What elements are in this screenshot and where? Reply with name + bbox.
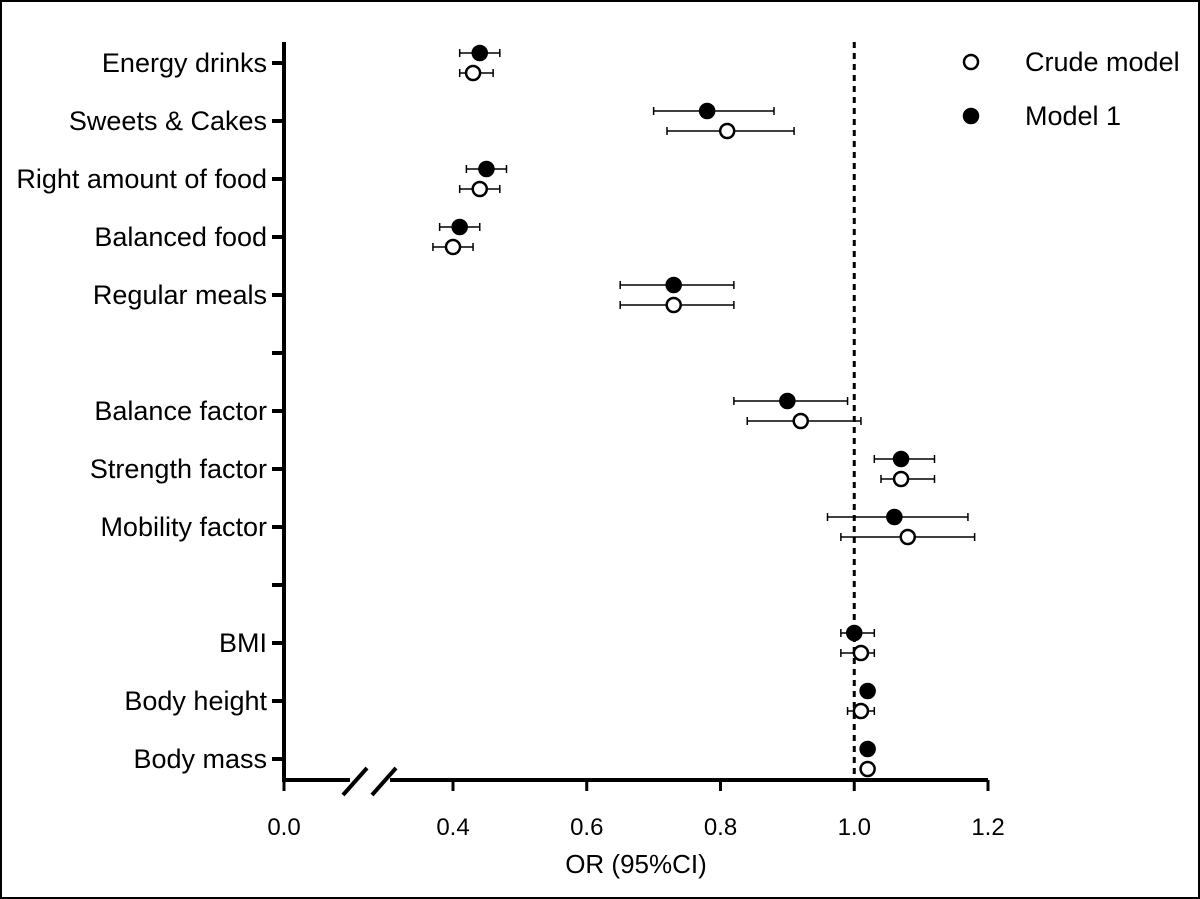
row-label: Balance factor [94, 396, 267, 426]
crude-estimate [840, 528, 976, 546]
crude-point [859, 760, 876, 778]
model1-estimate [826, 508, 969, 526]
model1-point [471, 44, 488, 62]
model1-point [859, 740, 876, 758]
x-tick-label: 0.0 [267, 814, 300, 841]
legend-model-1: Model 1 [962, 101, 1121, 131]
crude-estimate [859, 760, 876, 778]
legend-model-1-marker [962, 107, 980, 125]
legend-crude-model-label: Crude model [1025, 47, 1180, 77]
crude-point [899, 528, 916, 546]
model1-point [451, 218, 468, 236]
model1-estimate [859, 682, 876, 700]
model1-point [892, 450, 910, 468]
x-tick-label: 0.8 [704, 814, 737, 841]
crude-estimate [880, 470, 936, 488]
x-tick-label: 0.4 [436, 814, 469, 841]
axis-break-marks [341, 766, 398, 797]
axis-break-slash [341, 766, 369, 797]
model1-estimate [859, 740, 876, 758]
crude-estimate [458, 64, 494, 82]
row-label: Regular meals [93, 280, 267, 310]
legend-model-1-label: Model 1 [1025, 101, 1121, 131]
crude-estimate [846, 702, 876, 720]
crude-estimate [432, 238, 474, 256]
model1-point [478, 160, 495, 178]
model1-estimate [619, 276, 735, 294]
crude-point [892, 470, 910, 488]
model1-estimate [465, 160, 508, 178]
crude-estimate [840, 644, 876, 662]
model1-point [698, 102, 716, 120]
model1-point [859, 682, 876, 700]
crude-point [852, 702, 870, 720]
crude-estimate [458, 180, 501, 198]
crude-point [471, 180, 488, 198]
model1-point [665, 276, 682, 294]
crude-estimate [746, 412, 862, 430]
model1-estimate [840, 624, 876, 642]
crude-point [665, 296, 682, 314]
row-label: Body mass [133, 744, 267, 774]
row-label: Strength factor [90, 454, 267, 484]
row-label: Balanced food [94, 222, 267, 252]
axis-break-slash [370, 766, 398, 797]
model1-estimate [438, 218, 481, 236]
crude-point [464, 64, 482, 82]
legend-crude-model: Crude model [962, 47, 1180, 77]
x-tick-label: 1.2 [971, 814, 1004, 841]
crude-point [852, 644, 870, 662]
crude-point [444, 238, 462, 256]
x-tick-label: 0.6 [570, 814, 603, 841]
row-label: Mobility factor [100, 512, 267, 542]
row-label: Sweets & Cakes [69, 106, 267, 136]
crude-point [792, 412, 809, 430]
crude-estimate [666, 122, 795, 140]
crude-point [718, 122, 736, 140]
model1-point [846, 624, 863, 642]
row-label: Body height [124, 686, 267, 716]
model1-estimate [873, 450, 936, 468]
row-label: BMI [219, 628, 267, 658]
row-label: Right amount of food [16, 164, 267, 194]
x-axis-title: OR (95%CI) [565, 849, 707, 879]
model1-estimate [652, 102, 775, 120]
model1-point [779, 392, 796, 410]
crude-estimate [619, 296, 735, 314]
row-label: Energy drinks [102, 48, 267, 78]
legend-crude-model-marker [962, 53, 980, 71]
model1-estimate [733, 392, 849, 410]
model1-point [886, 508, 903, 526]
model1-estimate [458, 44, 501, 62]
x-tick-label: 1.0 [838, 814, 871, 841]
